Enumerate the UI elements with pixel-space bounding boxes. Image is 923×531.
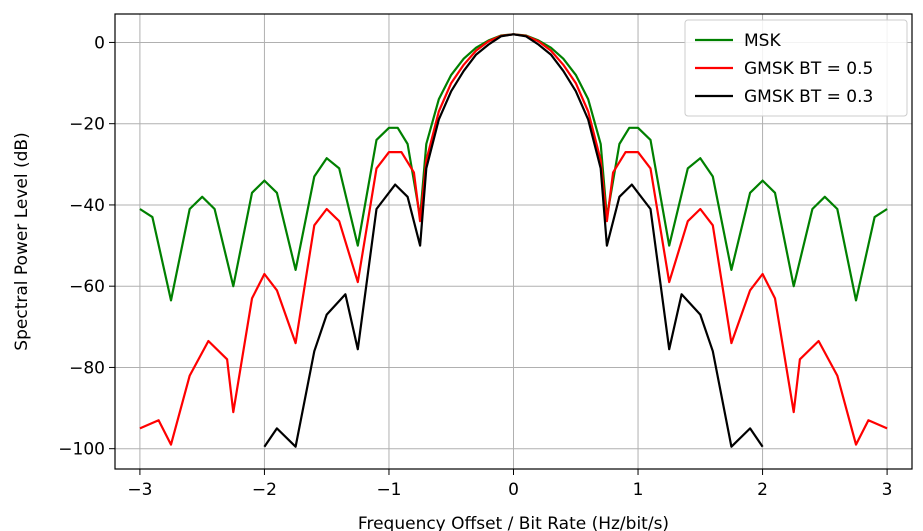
series-line-2 — [263, 33, 764, 448]
x-tick-label: −1 — [376, 480, 401, 500]
y-tick-label: −40 — [69, 196, 105, 216]
axis-ticks: −3 −2 −1 0 1 2 3 0 −20 −40 −60 −80 −100 — [58, 33, 892, 500]
legend-label-0: MSK — [744, 31, 781, 51]
y-tick-label: 0 — [94, 33, 105, 53]
legend-label-2: GMSK BT = 0.3 — [744, 87, 873, 107]
x-tick-label: −2 — [252, 480, 277, 500]
legend: MSK GMSK BT = 0.5 GMSK BT = 0.3 — [684, 19, 908, 117]
y-tick-label: −20 — [69, 115, 105, 135]
x-tick-label: 2 — [757, 480, 768, 500]
y-tick-label: −80 — [69, 358, 105, 378]
x-axis-label: Frequency Offset / Bit Rate (Hz/bit/s) — [358, 514, 669, 531]
legend-box — [684, 19, 908, 117]
y-tick-label: −60 — [69, 277, 105, 297]
series-layer — [139, 33, 888, 448]
x-tick-label: −3 — [127, 480, 152, 500]
x-tick-label: 3 — [882, 480, 893, 500]
x-tick-label: 1 — [633, 480, 644, 500]
x-tick-label: 0 — [508, 480, 519, 500]
y-axis-label: Spectral Power Level (dB) — [12, 132, 32, 350]
legend-label-1: GMSK BT = 0.5 — [744, 59, 873, 79]
y-tick-label: −100 — [58, 440, 105, 460]
grid — [115, 14, 912, 469]
